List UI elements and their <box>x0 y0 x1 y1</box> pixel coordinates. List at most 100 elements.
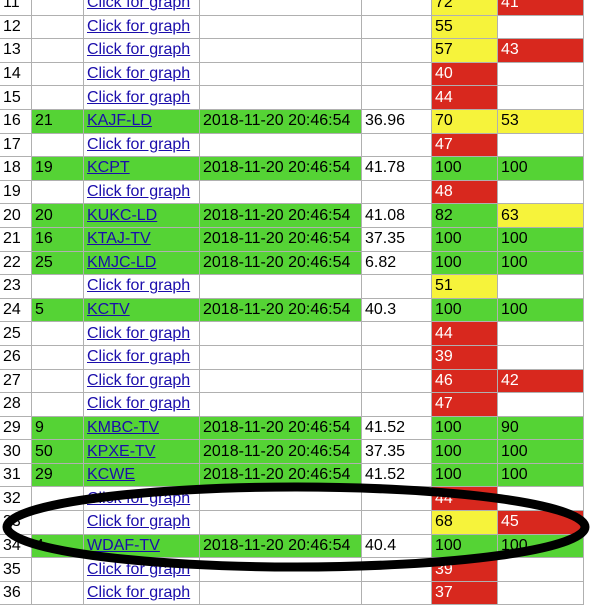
timestamp-cell <box>199 61 362 87</box>
click-for-graph-link[interactable]: Click for graph <box>87 88 191 106</box>
table-row: 35 Click for graph 39 <box>0 557 584 582</box>
click-for-graph-link[interactable]: Click for graph <box>87 348 191 366</box>
channel-cell: 20 <box>31 203 84 228</box>
snr-cell: 40.3 <box>361 297 432 323</box>
channel-cell <box>31 132 84 158</box>
timestamp-cell <box>199 132 362 158</box>
snr-cell: 41.08 <box>361 203 432 228</box>
click-for-graph-link[interactable]: Click for graph <box>87 324 191 342</box>
callsign-cell: Click for graph <box>83 557 200 582</box>
row-number-cell: 33 <box>0 510 32 535</box>
callsign-link[interactable]: KMJC-LD <box>87 253 157 271</box>
callsign-link[interactable]: KTAJ-TV <box>87 230 151 248</box>
table-row: 23 Click for graph 51 <box>0 274 584 299</box>
row-number-cell: 20 <box>0 203 32 228</box>
snr-cell <box>361 179 432 205</box>
table-row: 18 19 KCPT 2018-11-20 20:46:54 41.78 100 100 <box>0 156 584 181</box>
row-number-cell: 17 <box>0 132 32 158</box>
signal-strength-cell: 44 <box>431 85 498 110</box>
row-number-cell: 27 <box>0 368 32 394</box>
timestamp-cell: 2018-11-20 20:46:54 <box>199 108 362 134</box>
callsign-cell: Click for graph <box>83 0 200 16</box>
callsign-link[interactable]: KPXE-TV <box>87 442 156 460</box>
row-number-cell: 16 <box>0 108 32 134</box>
row-number-cell: 26 <box>0 344 32 370</box>
snr-cell <box>361 392 432 417</box>
signal-strength-cell: 70 <box>431 108 498 134</box>
signal-strength-cell: 100 <box>431 226 498 252</box>
snr-cell: 36.96 <box>361 108 432 134</box>
signal-quality-cell: 100 <box>497 439 584 464</box>
callsign-cell: Click for graph <box>83 580 200 605</box>
callsign-link[interactable]: KCWE <box>87 466 135 484</box>
channel-cell <box>31 0 84 16</box>
row-number-cell: 15 <box>0 85 32 110</box>
signal-strength-cell: 47 <box>431 132 498 158</box>
click-for-graph-link[interactable]: Click for graph <box>87 395 191 413</box>
signal-strength-cell: 48 <box>431 179 498 205</box>
snr-cell <box>361 344 432 370</box>
timestamp-cell <box>199 486 362 512</box>
signal-strength-cell: 100 <box>431 439 498 464</box>
signal-strength-cell: 82 <box>431 203 498 228</box>
channel-cell <box>31 510 84 535</box>
timestamp-cell <box>199 510 362 535</box>
click-for-graph-link[interactable]: Click for graph <box>87 371 191 389</box>
signal-strength-cell: 100 <box>431 415 498 441</box>
click-for-graph-link[interactable]: Click for graph <box>87 17 191 35</box>
channel-cell <box>31 85 84 110</box>
click-for-graph-link[interactable]: Click for graph <box>87 65 191 83</box>
click-for-graph-link[interactable]: Click for graph <box>87 135 191 153</box>
timestamp-cell: 2018-11-20 20:46:54 <box>199 297 362 323</box>
table-row: 29 9 KMBC-TV 2018-11-20 20:46:54 41.52 100 90 <box>0 415 584 441</box>
click-for-graph-link[interactable]: Click for graph <box>87 183 191 201</box>
signal-quality-cell: 100 <box>497 226 584 252</box>
signal-strength-cell: 39 <box>431 557 498 582</box>
click-for-graph-link[interactable]: Click for graph <box>87 513 191 531</box>
row-number-cell: 31 <box>0 462 32 488</box>
row-number-cell: 13 <box>0 38 32 63</box>
timestamp-cell <box>199 179 362 205</box>
callsign-cell: KUKC-LD <box>83 203 200 228</box>
callsign-cell: KMJC-LD <box>83 250 200 276</box>
snr-cell: 40.4 <box>361 533 432 559</box>
callsign-link[interactable]: KUKC-LD <box>87 206 158 224</box>
snr-cell: 37.35 <box>361 439 432 464</box>
table-row: 33 Click for graph 68 45 <box>0 510 584 535</box>
snr-cell <box>361 321 432 346</box>
callsign-link[interactable]: KAJF-LD <box>87 112 152 130</box>
signal-quality-cell <box>497 580 584 605</box>
row-number-cell: 22 <box>0 250 32 276</box>
click-for-graph-link[interactable]: Click for graph <box>87 41 191 59</box>
signal-strength-cell: 100 <box>431 156 498 181</box>
table-row: 12 Click for graph 55 <box>0 14 584 40</box>
timestamp-cell: 2018-11-20 20:46:54 <box>199 439 362 464</box>
table-row: 34 4 WDAF-TV 2018-11-20 20:46:54 40.4 100 100 <box>0 533 584 559</box>
callsign-cell: KMBC-TV <box>83 415 200 441</box>
signal-quality-cell: 100 <box>497 533 584 559</box>
click-for-graph-link[interactable]: Click for graph <box>87 560 191 578</box>
click-for-graph-link[interactable]: Click for graph <box>87 0 191 12</box>
click-for-graph-link[interactable]: Click for graph <box>87 277 191 295</box>
callsign-link[interactable]: KCTV <box>87 301 130 319</box>
signal-strength-cell: 40 <box>431 61 498 87</box>
callsign-cell: Click for graph <box>83 132 200 158</box>
callsign-cell: KTAJ-TV <box>83 226 200 252</box>
callsign-link[interactable]: KCPT <box>87 159 130 177</box>
snr-cell <box>361 38 432 63</box>
signal-quality-cell: 63 <box>497 203 584 228</box>
click-for-graph-link[interactable]: Click for graph <box>87 489 191 507</box>
click-for-graph-link[interactable]: Click for graph <box>87 584 191 602</box>
channel-cell <box>31 38 84 63</box>
table-row: 31 29 KCWE 2018-11-20 20:46:54 41.52 100 100 <box>0 462 584 488</box>
channel-cell <box>31 580 84 605</box>
row-number-cell: 23 <box>0 274 32 299</box>
callsign-link[interactable]: KMBC-TV <box>87 418 159 436</box>
signal-quality-cell: 43 <box>497 38 584 63</box>
callsign-link[interactable]: WDAF-TV <box>87 536 160 554</box>
timestamp-cell: 2018-11-20 20:46:54 <box>199 203 362 228</box>
signal-strength-cell: 72 <box>431 0 498 16</box>
callsign-cell: Click for graph <box>83 61 200 87</box>
table-row: 16 21 KAJF-LD 2018-11-20 20:46:54 36.96 70 53 <box>0 108 584 134</box>
snr-cell <box>361 486 432 512</box>
